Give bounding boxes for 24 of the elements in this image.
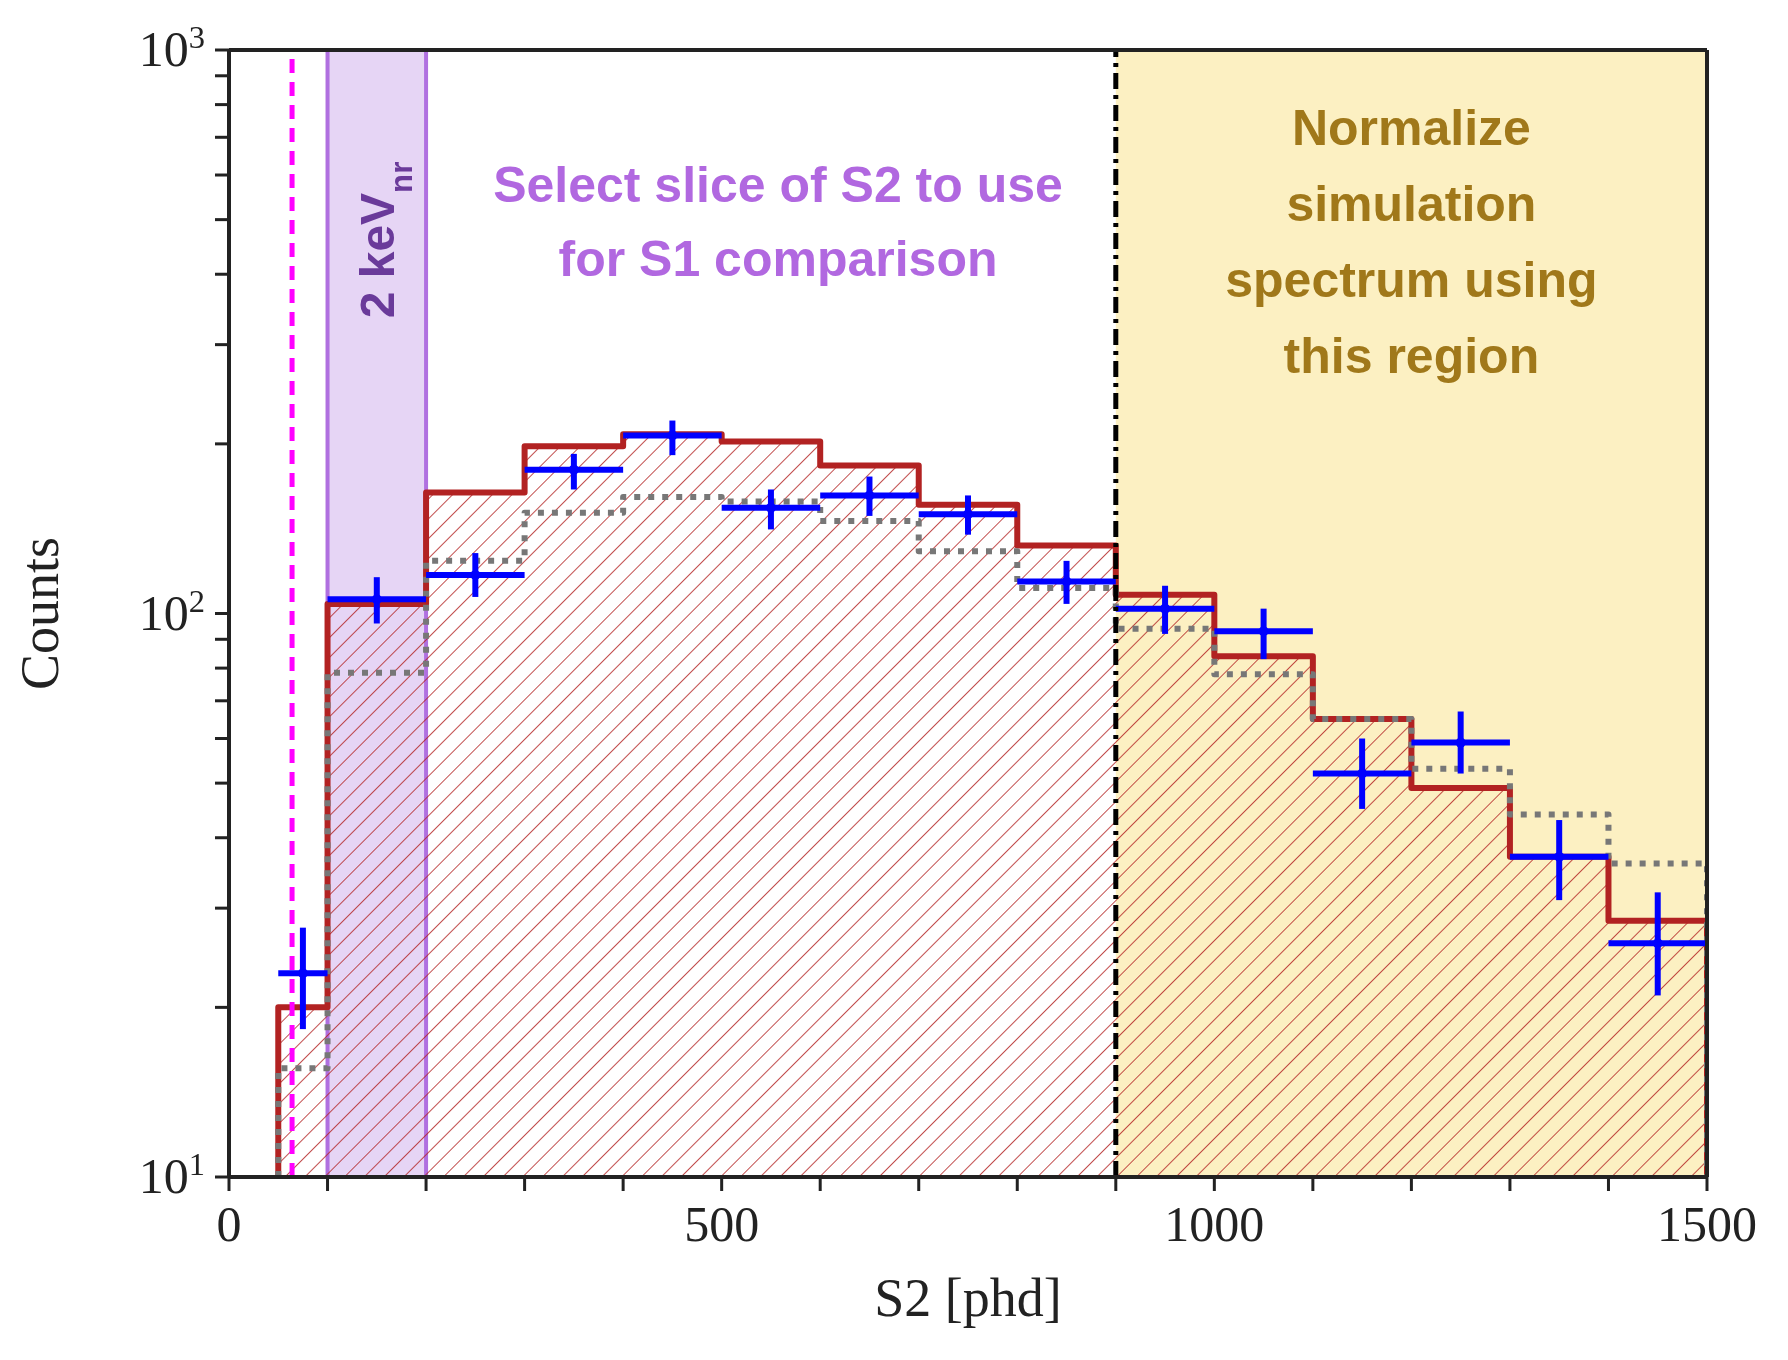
point	[1258, 626, 1269, 637]
point	[1554, 851, 1565, 862]
point	[568, 464, 579, 475]
point	[765, 502, 776, 513]
point	[1160, 603, 1171, 614]
x-tick-label: 1000	[1164, 1196, 1265, 1252]
x-tick-label: 1500	[1657, 1196, 1757, 1252]
point	[297, 968, 308, 979]
point	[1455, 737, 1466, 748]
point	[667, 430, 678, 441]
band-label: Normalize simulation spectrum using this region	[1225, 100, 1598, 384]
point	[1357, 768, 1368, 779]
y-tick-label: 10$^{1}$	[138, 1146, 205, 1204]
x-tick-label: 500	[684, 1196, 760, 1252]
point	[864, 490, 875, 501]
y-tick-label: 10$^{3}$	[138, 19, 205, 77]
point	[1652, 938, 1663, 949]
annotation: Select slice of S2 to use for S1 comparison	[492, 156, 1064, 289]
point	[371, 594, 382, 605]
x-axis-title: S2 [phd]	[874, 1268, 1062, 1328]
x-tick-label: 0	[216, 1196, 242, 1252]
point	[1061, 576, 1072, 587]
y-axis-title: Counts	[10, 536, 70, 691]
y-tick-label: 10$^{2}$	[138, 582, 205, 641]
